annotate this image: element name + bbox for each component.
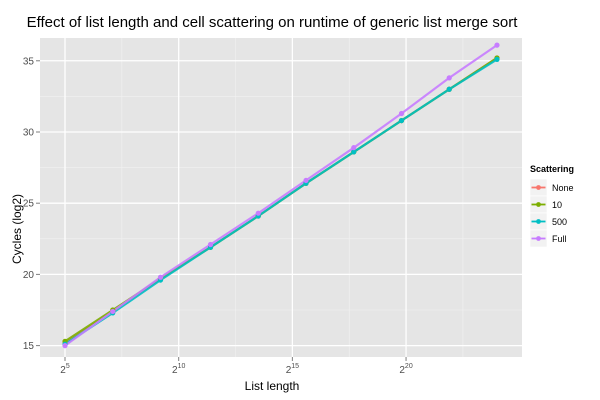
legend-label-500: 500	[552, 217, 567, 227]
legend: Scattering None 10 500 Full	[529, 164, 574, 248]
legend-label-10: 10	[552, 200, 562, 210]
y-tick-label: 25	[23, 199, 35, 210]
y-tick-label: 20	[23, 270, 35, 281]
series-line-500	[64, 58, 498, 346]
legend-label-full: Full	[552, 234, 567, 244]
data-point-full	[398, 110, 405, 117]
legend-key-point-500	[536, 219, 541, 224]
y-tick-label: 35	[23, 56, 35, 67]
data-point-full	[446, 75, 452, 81]
data-point-full	[351, 145, 357, 151]
x-axis-label: List length	[245, 379, 300, 393]
data-point-500	[446, 86, 452, 92]
data-point-full	[255, 210, 261, 216]
legend-key-point-full	[536, 236, 541, 241]
series-lines	[64, 44, 498, 347]
y-axis-label: Cycles (log2)	[10, 194, 24, 264]
x-tick-label: 210	[172, 363, 185, 376]
series-line-full	[64, 44, 498, 347]
data-point-full	[303, 177, 309, 184]
series-points	[62, 42, 500, 349]
major-gridlines	[40, 38, 522, 357]
data-point-full	[110, 308, 116, 315]
x-tick-label: 25	[60, 363, 70, 376]
data-point-full	[157, 274, 164, 280]
legend-key-point-10	[536, 202, 541, 207]
legend-title: Scattering	[530, 164, 574, 174]
y-tick-label: 30	[23, 127, 35, 138]
data-point-500	[494, 56, 500, 62]
y-tick-label: 15	[23, 341, 35, 352]
data-point-full	[494, 42, 500, 48]
data-point-full	[207, 241, 214, 248]
data-point-500	[351, 149, 357, 155]
x-axis-ticks: 25 210 215 220	[60, 357, 413, 376]
data-point-500	[398, 117, 405, 124]
x-tick-label: 215	[286, 363, 299, 376]
y-axis-ticks: 15 20 25 30 35	[23, 56, 40, 352]
data-point-full	[62, 343, 68, 349]
legend-label-none: None	[552, 183, 574, 193]
x-tick-label: 220	[399, 363, 412, 376]
legend-key-point-none	[536, 185, 541, 190]
chart-title: Effect of list length and cell scatterin…	[27, 14, 519, 31]
minor-gridlines	[40, 38, 522, 357]
